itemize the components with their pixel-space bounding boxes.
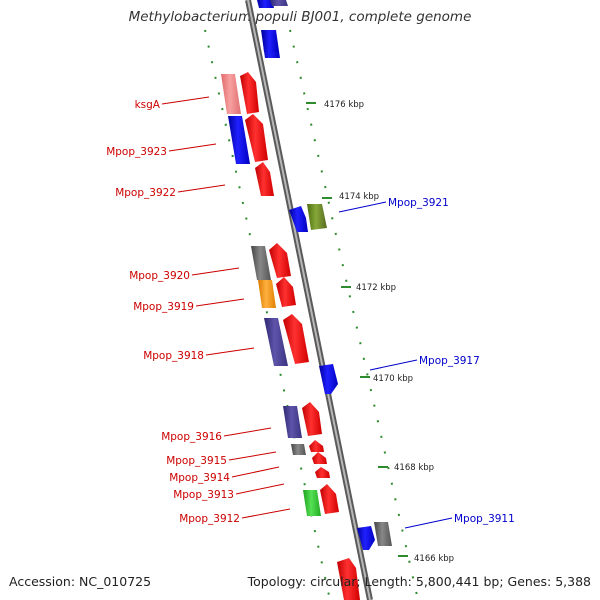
gene-label: Mpop_3923 <box>106 146 167 158</box>
kbp-label: 4170 kbp <box>373 374 413 384</box>
leader-line <box>338 201 387 213</box>
leader-line <box>235 483 285 495</box>
left-track-guide <box>204 29 331 600</box>
gene-feature <box>320 484 339 514</box>
kbp-label: 4174 kbp <box>339 192 379 202</box>
gene-feature <box>276 277 296 307</box>
gene-feature <box>245 114 268 162</box>
gene-label: Mpop_3912 <box>179 513 240 525</box>
leader-line <box>205 347 255 356</box>
gene-feature-Mpop_3921 <box>289 206 308 232</box>
gene-feature-Mpop_3917 <box>319 364 338 394</box>
gene-feature <box>257 0 274 8</box>
gene-feature <box>337 558 360 600</box>
gene-feature <box>270 0 288 6</box>
gene-feature-ksgA <box>221 74 241 114</box>
left-gene-labels: ksgA Mpop_3923 Mpop_3922 Mpop_3920 Mpop_… <box>106 99 240 525</box>
leader-line <box>404 517 453 529</box>
gene-feature-Mpop_3913 <box>315 467 330 478</box>
genome-summary-text: Topology: circular; Length: 5,800,441 bp… <box>247 574 591 589</box>
gene-label: Mpop_3922 <box>115 187 176 199</box>
gene-feature-Mpop_3914 <box>312 452 327 464</box>
gene-label: Mpop_3916 <box>161 431 222 443</box>
leader-line <box>223 427 272 437</box>
gene-label: ksgA <box>135 99 161 111</box>
gene-feature <box>269 243 291 278</box>
kbp-label: 4172 kbp <box>356 283 396 293</box>
kbp-scale: 4176 kbp 4174 kbp 4172 kbp 4170 kbp 4168… <box>306 100 454 564</box>
gene-label: Mpop_3914 <box>169 472 230 484</box>
accession-text: Accession: NC_010725 <box>9 574 152 589</box>
gene-feature-Mpop_3919 <box>258 280 276 308</box>
right-leaders <box>338 201 453 529</box>
gene-feature-Mpop_3923 <box>228 116 250 164</box>
kbp-label: 4176 kbp <box>324 100 364 110</box>
gene-feature-Mpop_3918 <box>264 318 288 366</box>
gene-feature <box>240 72 259 114</box>
gene-label: Mpop_3911 <box>454 513 515 525</box>
right-track-guide <box>289 29 419 600</box>
genome-backbone <box>245 0 373 600</box>
leader-line <box>231 466 280 478</box>
gene-feature-Mpop_3920 <box>251 246 271 280</box>
leader-line <box>168 143 217 152</box>
gene-label: Mpop_3920 <box>129 270 190 282</box>
right-gene-labels: Mpop_3921 Mpop_3917 Mpop_3911 <box>388 197 515 525</box>
gene-feature <box>309 440 324 452</box>
leader-line <box>241 508 291 519</box>
gene-feature-Mpop_3912 <box>303 490 321 516</box>
gene-feature-Mpop_3922 <box>255 162 274 196</box>
map-title: Methylobacterium populi BJ001, complete … <box>128 9 472 25</box>
gene-feature <box>302 402 322 436</box>
leader-line <box>177 184 226 193</box>
gene-features <box>221 0 392 600</box>
leader-line <box>195 298 245 307</box>
leader-line <box>191 267 240 276</box>
gene-feature-Mpop_3915 <box>291 444 306 455</box>
leader-line <box>369 359 418 371</box>
gene-feature <box>283 314 309 364</box>
gene-label: Mpop_3917 <box>419 355 480 367</box>
kbp-label: 4168 kbp <box>394 463 434 473</box>
gene-feature <box>262 33 278 52</box>
kbp-label: 4166 kbp <box>414 554 454 564</box>
gene-feature <box>374 522 392 546</box>
leader-line <box>161 96 210 105</box>
gene-label: Mpop_3921 <box>388 197 449 209</box>
gene-label: Mpop_3915 <box>166 455 227 467</box>
gene-label: Mpop_3918 <box>143 350 204 362</box>
track-guides <box>204 29 419 600</box>
gene-label: Mpop_3919 <box>133 301 194 313</box>
leader-line <box>228 451 277 461</box>
left-leaders <box>161 96 291 519</box>
gene-feature-Mpop_3911 <box>357 526 375 550</box>
gene-feature <box>307 204 327 230</box>
gene-label: Mpop_3913 <box>173 489 234 501</box>
gene-feature-Mpop_3916 <box>283 406 302 438</box>
